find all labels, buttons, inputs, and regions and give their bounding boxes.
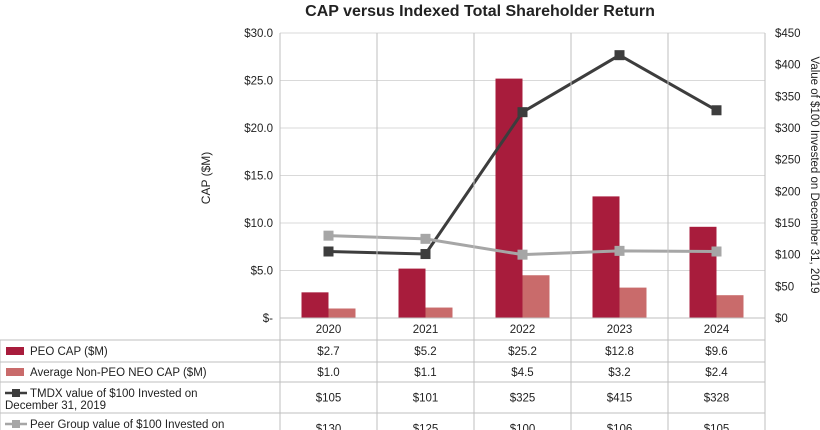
data-table: 2020 2021 2022 2023 2024 PEO CAP ($M) $2.7 $5.2…: [0, 33, 766, 430]
y2-tick-label: $50: [775, 281, 794, 293]
y2-tick-label: $150: [775, 218, 801, 230]
y-tick-label: $-: [263, 313, 273, 325]
table-cell: $1.1: [414, 367, 436, 379]
line-marker: [711, 246, 722, 257]
table-cell: $12.8: [605, 346, 634, 358]
table-cell: $2.7: [317, 346, 339, 358]
y2-tick-label: $300: [775, 123, 801, 135]
table-cell: $415: [607, 393, 633, 405]
legend-label: PEO CAP ($M): [30, 346, 108, 358]
y2-tick-label: $250: [775, 155, 801, 167]
legend-swatch: [6, 368, 24, 376]
table-cell: $5.2: [414, 346, 436, 358]
table-cell: $325: [510, 393, 536, 405]
line-marker: [711, 105, 722, 116]
legend-label: Average Non-PEO NEO CAP ($M): [30, 367, 207, 379]
y2-tick-label: $200: [775, 186, 801, 198]
y-tick-label: $25.0: [244, 76, 273, 88]
line-marker: [323, 230, 334, 241]
bar: [398, 268, 426, 318]
table-cell: $105: [316, 393, 342, 405]
y-tick-label: $15.0: [244, 171, 273, 183]
line-marker: [517, 249, 528, 260]
chart-title: CAP versus Indexed Total Shareholder Ret…: [305, 3, 655, 20]
category-label: 2023: [607, 324, 633, 336]
table-cell: $101: [413, 393, 439, 405]
line-marker: [614, 50, 625, 61]
bar-series: [301, 78, 744, 318]
table-cell: $3.2: [608, 367, 630, 379]
bar: [522, 275, 550, 318]
y-tick-label: $20.0: [244, 123, 273, 135]
y-tick-label: $30.0: [244, 28, 273, 40]
table-cell: $125: [413, 424, 439, 430]
legend-label: TMDX value of $100 Invested on: [30, 388, 198, 400]
legend-swatch: [6, 347, 24, 355]
table-cell: $25.2: [508, 346, 537, 358]
line-marker: [517, 107, 528, 118]
line-marker: [420, 233, 431, 244]
bar: [689, 226, 717, 318]
table-cell: $106: [607, 424, 633, 430]
table-cell: $328: [704, 393, 730, 405]
bar: [619, 287, 647, 318]
bar: [425, 307, 453, 318]
y-axis-right-ticks: $0 $50 $100 $150 $200 $250 $300 $350 $400 $450: [775, 28, 801, 325]
line-marker: [614, 245, 625, 256]
y-axis-left-label: CAP ($M): [199, 152, 213, 204]
legend-marker: [12, 420, 20, 428]
line-marker: [420, 249, 431, 260]
table-cell: $2.4: [705, 367, 728, 379]
y2-tick-label: $450: [775, 28, 801, 40]
legend-marker: [12, 389, 20, 397]
bar: [328, 308, 356, 318]
y2-tick-label: $400: [775, 60, 801, 72]
table-cell: $130: [316, 424, 342, 430]
line-series: [323, 50, 722, 260]
y-tick-label: $10.0: [244, 218, 273, 230]
bar: [301, 292, 329, 318]
category-label: 2024: [704, 324, 730, 336]
table-cell: $4.5: [511, 367, 533, 379]
bar: [592, 196, 620, 318]
line-marker: [323, 246, 334, 257]
table-cell: $1.0: [317, 367, 339, 379]
bar: [716, 295, 744, 318]
table-cell: $9.6: [705, 346, 727, 358]
legend-label: December 31, 2019: [5, 400, 106, 412]
y-axis-right-label: Value of $100 Invested on December 31, 2…: [808, 57, 820, 294]
y2-tick-label: $0: [775, 313, 788, 325]
table-cell: $100: [510, 424, 536, 430]
legend-label: Peer Group value of $100 Invested on: [30, 419, 224, 430]
y-axis-left-ticks: $- $5.0 $10.0 $15.0 $20.0 $25.0 $30.0: [244, 28, 273, 325]
y2-tick-label: $100: [775, 250, 801, 262]
category-label: 2020: [316, 324, 342, 336]
category-label: 2021: [413, 324, 439, 336]
y-tick-label: $5.0: [251, 266, 273, 278]
table-cell: $105: [704, 424, 730, 430]
category-label: 2022: [510, 324, 536, 336]
y2-tick-label: $350: [775, 91, 801, 103]
